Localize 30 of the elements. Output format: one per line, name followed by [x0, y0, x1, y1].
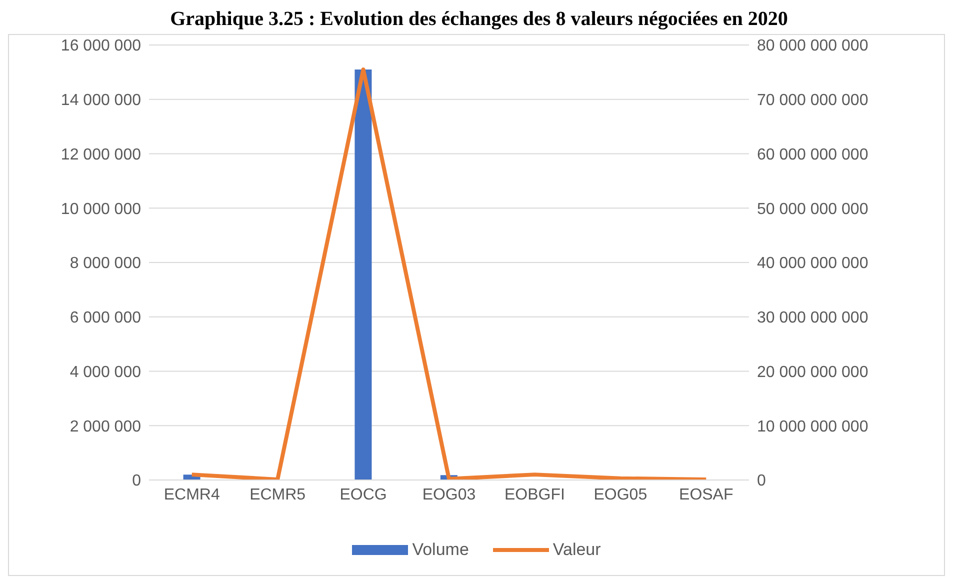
y-tick-label: 10 000 000 [60, 200, 142, 218]
x-tick-label: EOG05 [594, 486, 648, 504]
y2-tick-label: 10 000 000 000 [757, 418, 868, 436]
bar [354, 69, 372, 480]
x-tick-label: ECMR4 [164, 486, 220, 504]
y2-tick-label: 0 [757, 472, 766, 490]
chart-title: Graphique 3.25 : Evolution des échanges des 8 valeurs négociées en 2020 [169, 8, 789, 32]
y-tick-label: 2 000 000 [70, 418, 142, 436]
y-tick-label: 14 000 000 [60, 92, 142, 110]
y2-tick-label: 40 000 000 000 [757, 255, 868, 272]
y-tick-label: 16 000 000 [60, 38, 142, 55]
y-tick-label: 12 000 000 [60, 146, 142, 164]
x-tick-label: EOCG [340, 486, 387, 504]
y-tick-label: 8 000 000 [70, 255, 142, 272]
x-tick-label: EOBGFI [504, 486, 565, 504]
y-tick-label: 6 000 000 [70, 310, 142, 327]
line-series [190, 67, 708, 480]
legend-label: Volume [411, 540, 469, 560]
y2-tick-label: 60 000 000 000 [757, 146, 868, 164]
y2-tick-label: 80 000 000 000 [757, 38, 868, 55]
y2-tick-label: 20 000 000 000 [757, 364, 868, 381]
x-tick-label: EOSAF [679, 486, 734, 504]
x-tick-label: EOG03 [422, 486, 476, 504]
x-tick-label: ECMR5 [250, 486, 306, 504]
y2-tick-label: 30 000 000 000 [757, 310, 868, 327]
y-tick-label: 0 [132, 472, 142, 490]
legend-label: Valeur [552, 540, 601, 560]
y-tick-label: 4 000 000 [70, 364, 142, 381]
y2-tick-label: 50 000 000 000 [757, 200, 868, 218]
y2-tick-label: 70 000 000 000 [757, 92, 868, 110]
